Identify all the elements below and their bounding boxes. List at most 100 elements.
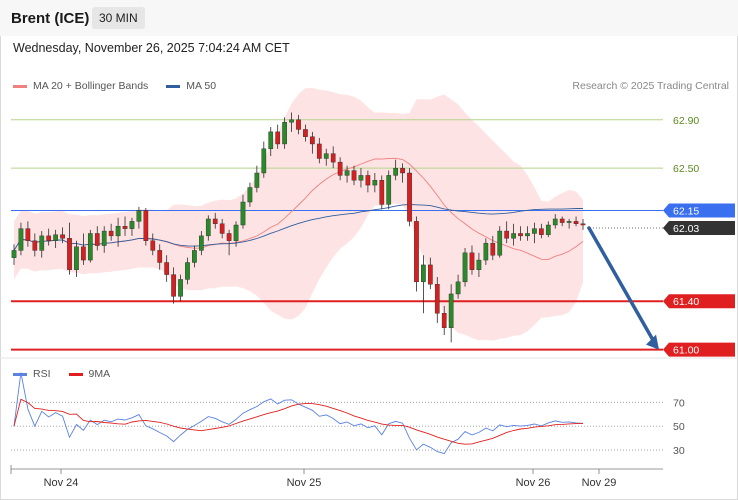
instrument-title: Brent (ICE) (11, 10, 90, 27)
candle-body (400, 167, 405, 174)
rsi-tick-label: 30 (673, 445, 685, 457)
candle-body (171, 274, 176, 297)
candle-body (559, 218, 565, 223)
candle-body (226, 233, 232, 241)
forecast-arrow-head (646, 334, 659, 350)
candle-body (483, 242, 489, 261)
candle-body (247, 187, 253, 203)
last-price-label: 62.03 (673, 223, 699, 235)
candle-body (94, 233, 100, 246)
candle-body (296, 119, 301, 130)
rsi-swatch (13, 372, 27, 376)
ma50-line (13, 204, 583, 251)
candle-body (490, 242, 496, 256)
level-tag-61.00 (663, 342, 735, 357)
candle-body (212, 218, 218, 224)
candle-body (101, 230, 107, 246)
candle-body (32, 240, 38, 251)
candle-body (87, 233, 93, 261)
rsi-ma-swatch (68, 372, 83, 376)
candle-body (511, 233, 516, 239)
candle-body (365, 175, 371, 186)
candle-body (407, 172, 412, 222)
candle-body (219, 223, 225, 234)
legend-item-rsi-ma: 9MA (68, 368, 110, 380)
candle-body (518, 233, 523, 237)
level-tag-61.40 (663, 294, 735, 309)
candle-body (323, 153, 329, 159)
candle-body (434, 284, 440, 314)
candle-body (67, 238, 72, 270)
candle-body (282, 121, 287, 145)
candle-body (205, 218, 211, 237)
candle-body (344, 170, 350, 176)
candle-body (545, 224, 551, 235)
candle-body (185, 262, 190, 280)
candle-body (330, 153, 336, 163)
research-credit: Research © 2025 Trading Central (572, 80, 729, 92)
forecast-arrow (587, 226, 659, 350)
legend-item-rsi: RSI (13, 368, 51, 380)
main-legend: MA 20 + Bollinger Bands MA 50 (13, 80, 234, 92)
level-label-61.00: 61.00 (673, 345, 699, 357)
candle-body (448, 293, 454, 329)
ma20-swatch (13, 84, 27, 88)
candle-body (108, 230, 114, 237)
candle-body (143, 210, 149, 241)
candle-body (53, 234, 58, 241)
candle-body (39, 235, 45, 251)
candle-body (525, 233, 530, 237)
ma50-swatch (166, 84, 181, 88)
price-labels: 62.90 62.50 62.15 61.40 61.00 62.03 (587, 115, 735, 357)
candle-body (150, 240, 156, 251)
timeframe-badge[interactable]: 30 MIN (92, 7, 145, 29)
legend-item-ma50: MA 50 (166, 80, 216, 92)
candle-body (476, 259, 482, 270)
candle-body (164, 262, 170, 275)
bollinger-band-area (14, 88, 583, 341)
candle-body (157, 250, 163, 263)
candle-body (192, 250, 197, 263)
x-tick-label: Nov 24 (44, 477, 79, 489)
candle-body (337, 161, 343, 176)
legend-label-rsi: RSI (33, 368, 51, 380)
candle-body (18, 228, 24, 251)
candle-body (268, 131, 274, 150)
candle-body (393, 167, 398, 176)
x-tick-label: Nov 26 (516, 477, 551, 489)
legend-item-ma20: MA 20 + Bollinger Bands (13, 80, 148, 92)
rsi-panel: 70 50 30 (11, 372, 685, 457)
rsi-legend: RSI 9MA (13, 368, 128, 380)
candle-body (386, 175, 392, 205)
legend-label-ma50: MA 50 (186, 80, 217, 92)
candle-body (46, 235, 52, 241)
candle-body (504, 230, 510, 239)
candle-body (552, 218, 558, 226)
candle-body (539, 228, 544, 235)
candle-body (136, 210, 142, 222)
x-tick-label: Nov 29 (582, 477, 617, 489)
candle-body (414, 221, 419, 283)
candle-body (532, 228, 537, 234)
candle-body (74, 246, 79, 270)
rsi-tick-label: 70 (673, 397, 685, 409)
level-label-62.90: 62.90 (673, 115, 699, 127)
level-tag-62.15 (663, 203, 735, 218)
timestamp: Wednesday, November 26, 2025 7:04:24 AM … (13, 41, 290, 55)
candle-body (497, 230, 503, 256)
candle-body (421, 264, 426, 283)
candle-body (60, 234, 65, 239)
candle-body (275, 131, 281, 145)
candle-body (580, 223, 586, 226)
candle-body (289, 119, 294, 123)
bollinger-bands (14, 88, 583, 341)
candle-body (303, 129, 308, 137)
level-label-62.50: 62.50 (673, 163, 699, 175)
candle-body (379, 180, 385, 205)
last-price-tag (663, 221, 735, 235)
level-label-62.15: 62.15 (673, 205, 699, 217)
candle-body (441, 313, 447, 329)
candle-body (372, 180, 378, 186)
moving-averages (13, 157, 584, 260)
